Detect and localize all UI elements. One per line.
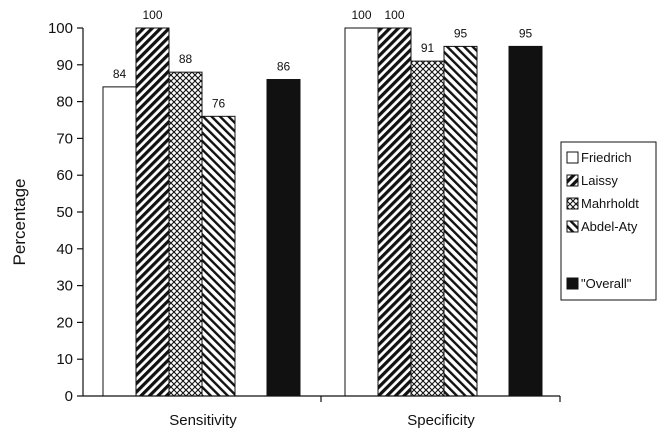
- bar-specificity-friedrich: [344, 27, 379, 397]
- bar-sensitivity-abdel-aty: [201, 115, 236, 397]
- data-label-specificity-mahrholdt: 91: [421, 41, 435, 55]
- data-label-sensitivity-abdel-aty: 76: [212, 96, 226, 110]
- y-tick-label: 20: [56, 314, 73, 331]
- data-label-specificity-overall: 95: [519, 26, 533, 40]
- bar-sensitivity-laissy: [135, 27, 170, 397]
- legend-label-mahrholdt: Mahrholdt: [581, 196, 639, 211]
- y-tick-label: 30: [56, 278, 73, 295]
- y-tick-label: 90: [56, 57, 73, 74]
- y-tick-label: 100: [48, 20, 73, 37]
- bar-sensitivity-friedrich: [102, 86, 137, 397]
- data-label-specificity-laissy: 100: [384, 8, 404, 22]
- bar-sensitivity-mahrholdt: [168, 71, 203, 397]
- bar-specificity-overall: [508, 45, 543, 397]
- y-axis-title: Percentage: [10, 179, 29, 266]
- data-label-sensitivity-mahrholdt: 88: [179, 52, 193, 66]
- legend: Friedrich Laissy Mahrholdt Abdel-Aty "Overal…: [560, 141, 657, 301]
- y-tick-label: 80: [56, 94, 73, 111]
- y-tick-label: 40: [56, 241, 73, 258]
- legend-swatch-friedrich: [566, 151, 579, 164]
- y-tick-label: 60: [56, 167, 73, 184]
- y-tick-label: 50: [56, 204, 73, 221]
- legend-label-abdel-aty: Abdel-Aty: [581, 219, 638, 234]
- legend-swatch-laissy: [566, 174, 579, 187]
- bar-specificity-mahrholdt: [410, 60, 445, 397]
- data-label-sensitivity-laissy: 100: [142, 8, 162, 22]
- legend-label-laissy: Laissy: [581, 173, 618, 188]
- y-axis: 0 10 20 30 40 50 60 70 80 90 100: [48, 20, 83, 405]
- bars: [102, 27, 543, 397]
- data-label-specificity-abdel-aty: 95: [454, 26, 468, 40]
- bar-specificity-laissy: [377, 27, 412, 397]
- bar-sensitivity-overall: [266, 79, 301, 397]
- data-label-specificity-friedrich: 100: [351, 8, 371, 22]
- legend-swatch-mahrholdt: [566, 197, 579, 210]
- y-tick-label: 10: [56, 351, 73, 368]
- data-label-sensitivity-overall: 86: [277, 60, 291, 74]
- legend-swatch-abdel-aty: [566, 220, 579, 233]
- x-category-specificity: Specificity: [407, 412, 475, 428]
- y-tick-label: 0: [65, 388, 73, 405]
- bar-specificity-abdel-aty: [443, 45, 478, 397]
- legend-label-overall: "Overall": [581, 276, 632, 291]
- y-tick-label: 70: [56, 130, 73, 147]
- data-label-sensitivity-friedrich: 84: [113, 67, 127, 81]
- x-category-sensitivity: Sensitivity: [169, 412, 237, 428]
- legend-label-friedrich: Friedrich: [581, 150, 632, 165]
- legend-swatch-overall: [566, 277, 579, 290]
- data-labels: 84 100 88 76 86 100 100 91 95 95: [113, 8, 533, 110]
